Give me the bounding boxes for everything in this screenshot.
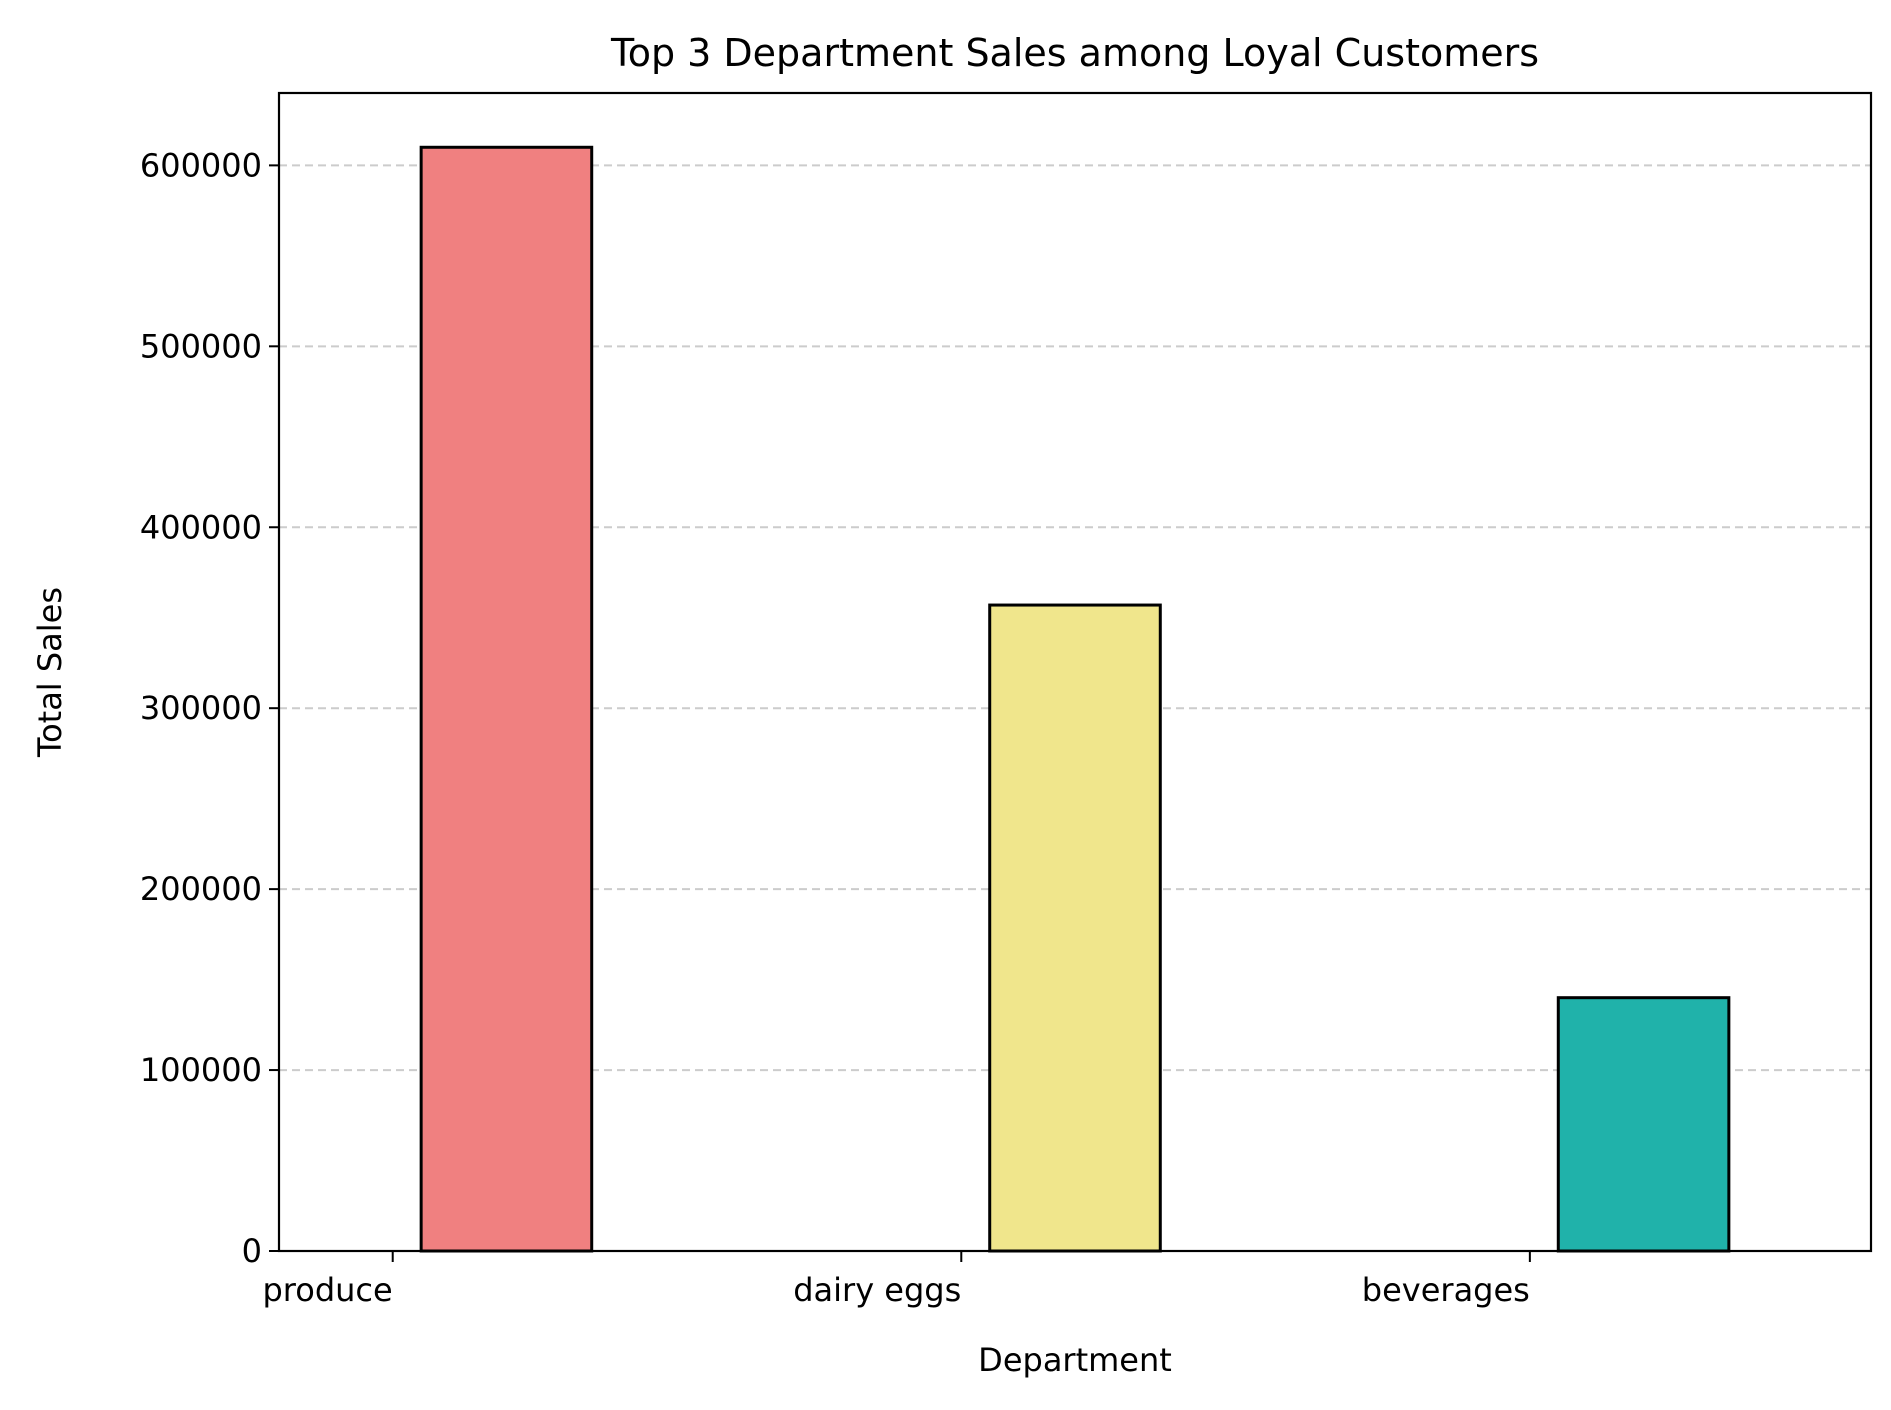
chart-title: Top 3 Department Sales among Loyal Custo… <box>610 31 1539 75</box>
y-tick-label: 300000 <box>140 689 262 727</box>
bar-dairy-eggs <box>988 603 1162 1253</box>
y-tick-label: 600000 <box>140 146 262 184</box>
y-tick-label: 200000 <box>140 870 262 908</box>
y-axis-label: Total Sales <box>31 587 69 758</box>
x-axis-label: Department <box>978 1341 1172 1379</box>
y-tick-label: 400000 <box>140 508 262 546</box>
x-axis-ticks: produce dairy eggs beverages <box>262 1251 1531 1309</box>
y-tick-label: 0 <box>242 1232 262 1270</box>
x-tick-label: dairy eggs <box>793 1271 961 1309</box>
plot-frame <box>277 91 1873 1253</box>
bar-beverages <box>1556 996 1731 1253</box>
bars <box>419 145 1731 1253</box>
x-tick-label: beverages <box>1362 1271 1530 1309</box>
y-tick-label: 100000 <box>140 1051 262 1089</box>
bar-produce <box>419 145 594 1253</box>
x-tick-label: produce <box>262 1271 392 1309</box>
y-axis-ticks: 0 100000 200000 300000 400000 500000 600000 <box>140 146 279 1270</box>
y-tick-label: 500000 <box>140 327 262 365</box>
